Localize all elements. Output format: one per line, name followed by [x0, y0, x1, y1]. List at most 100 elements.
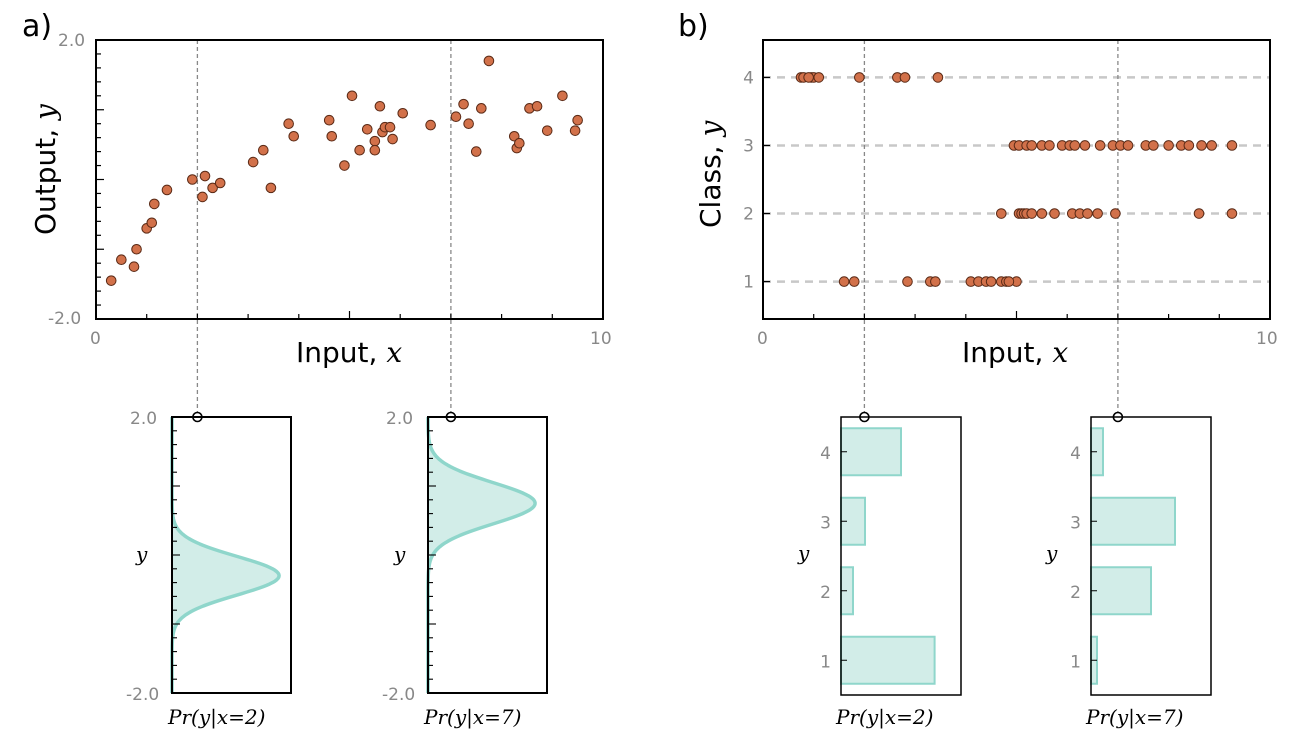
panel-a-label: a) [22, 9, 52, 44]
panel-a-data-point [197, 191, 208, 203]
panel-a-data-point [483, 55, 495, 67]
panel-b-sub-right-frame [1090, 416, 1212, 696]
panel-a-data-point [149, 198, 160, 210]
panel-b-sub-left-label: Pr(y|x=2) [835, 705, 933, 730]
panel-a-sub-right-ytick-bottom: -2.0 [382, 685, 415, 705]
panel-b-data-point [838, 276, 850, 287]
panel-b-data-point [932, 72, 944, 83]
panel-a-data-point [425, 119, 436, 131]
panel-b-data-point [1036, 208, 1048, 219]
panel-a-sub-right-ylabel: y [393, 542, 406, 566]
panel-a-data-point [161, 184, 173, 196]
panel-b-data-point [902, 276, 913, 287]
panel-a-sub-chart-left: 2.0 -2.0 y Pr(y|x=2) [126, 409, 292, 730]
panel-a-data-point [397, 107, 409, 119]
panel-b-data-point [1163, 140, 1174, 151]
panel-b-xtick-right: 10 [1256, 329, 1278, 349]
panel-a-sub-chart-right: 2.0 -2.0 y Pr(y|x=7) [382, 409, 548, 730]
panel-b-sub-right-ylabel: y [1045, 541, 1058, 565]
panel-b-ylabel: Class, y [694, 120, 727, 228]
bar-ytick-label: 1 [820, 652, 831, 672]
panel-b-data-point [1044, 140, 1055, 151]
panel-a-sub-left-ytick-top: 2.0 [130, 409, 157, 429]
panel-a-sub-right-ytick-top: 2.0 [386, 409, 413, 429]
panel-a-data-point [557, 90, 568, 102]
probability-bar [1090, 566, 1152, 616]
panel-a-data-point [531, 100, 543, 112]
panel-b-label: b) [678, 9, 709, 44]
panel-a-ylabel: Output, y [29, 103, 62, 235]
panel-a-data-point [247, 156, 259, 168]
panel-b-data-point [848, 276, 860, 287]
density-area [428, 417, 536, 693]
panel-a-sub-left-frame [171, 416, 292, 694]
panel-a-sub-right-frame [427, 416, 548, 694]
panel-b-data-point [1196, 140, 1207, 151]
panel-a-ytick-top: 2.0 [58, 31, 85, 51]
panel-a-data-point [258, 144, 269, 156]
panel-b-data-point [985, 276, 997, 287]
panel-a-sub-left-ytick-bottom: -2.0 [126, 685, 159, 705]
panel-b-data-point [1049, 208, 1060, 219]
panel-b-sub-right-label: Pr(y|x=7) [1085, 705, 1183, 730]
panel-a-data-point [214, 177, 226, 189]
panel-b-ytick-label: 2 [743, 205, 754, 225]
panel-a-data-point [326, 130, 338, 142]
panel-b-data-point [899, 72, 911, 83]
panel-b-ytick-label: 3 [743, 136, 754, 156]
panel-a-sub-right-label: Pr(y|x=7) [423, 705, 521, 730]
probability-bar [840, 635, 936, 685]
density-curve [426, 416, 537, 694]
panel-b-ytick-label: 1 [743, 273, 754, 293]
panel-b-data-point [1082, 208, 1093, 219]
panel-a-data-point [463, 118, 474, 129]
panel-b-data-point [1110, 208, 1121, 219]
panel-b-sub-left-ylabel: y [797, 541, 810, 565]
panel-b-data-point [1026, 140, 1038, 151]
panel-a-data-point [387, 133, 398, 145]
panel-b-data-point [1069, 140, 1081, 151]
panel-b-data-point [813, 72, 825, 83]
panel-a-data-point [369, 144, 381, 156]
panel-a-xlabel: Input, x [296, 336, 402, 369]
panel-a-ytick-bottom: -2.0 [48, 309, 81, 329]
panel-b-data-point [930, 276, 941, 287]
panel-a-data-point [541, 125, 553, 136]
panel-a-data-point [265, 182, 277, 194]
panel-a-data-point [116, 254, 127, 266]
panel-b-data-point [1026, 208, 1038, 219]
panel-a-data-point [199, 170, 211, 182]
bar-ytick-label: 4 [820, 444, 831, 464]
panel-b-data-point [1226, 208, 1238, 219]
panel-b-data-point [1206, 140, 1217, 151]
panel-b-data-point [1148, 140, 1159, 151]
panel-a-sub-left-ylabel: y [135, 542, 148, 566]
panel-b-data-point [1092, 208, 1103, 219]
panel-b-main-chart: 1 2 3 4 0 10 Input, x Class, y [694, 39, 1278, 417]
panel-b-data-point [1003, 276, 1015, 287]
panel-a-plot-frame [95, 39, 604, 320]
panel-b-ytick-label: 4 [743, 68, 754, 88]
panel-b-data-point [803, 72, 814, 83]
panel-a-data-point [128, 261, 140, 272]
panel-a-data-point [288, 130, 300, 142]
panel-a-data-point [146, 217, 158, 229]
panel-a-data-point [131, 243, 142, 255]
panel-b-data-point [1226, 140, 1238, 151]
panel-b-xtick-left: 0 [757, 329, 768, 349]
bar-ytick-label: 2 [1070, 583, 1081, 603]
panel-a-sub-left-label: Pr(y|x=2) [167, 705, 265, 730]
bar-ytick-label: 3 [1070, 513, 1081, 533]
panel-b-sub-chart-right: 1 2 3 4 y Pr(y|x=7) [1045, 411, 1212, 730]
panel-b-sub-chart-left: 1 2 3 4 y Pr(y|x=2) [797, 411, 962, 730]
bar-ytick-label: 4 [1070, 444, 1081, 464]
panel-a-data-point [105, 275, 117, 286]
panel-b-data-point [1079, 140, 1091, 151]
panel-b-xlabel: Input, x [962, 336, 1068, 369]
bar-ytick-label: 1 [1070, 652, 1081, 672]
panel-a-data-point [323, 114, 335, 126]
panel-a-data-point [514, 137, 525, 149]
panel-b-data-point [1193, 208, 1205, 219]
panel-a-data-point [369, 135, 381, 147]
